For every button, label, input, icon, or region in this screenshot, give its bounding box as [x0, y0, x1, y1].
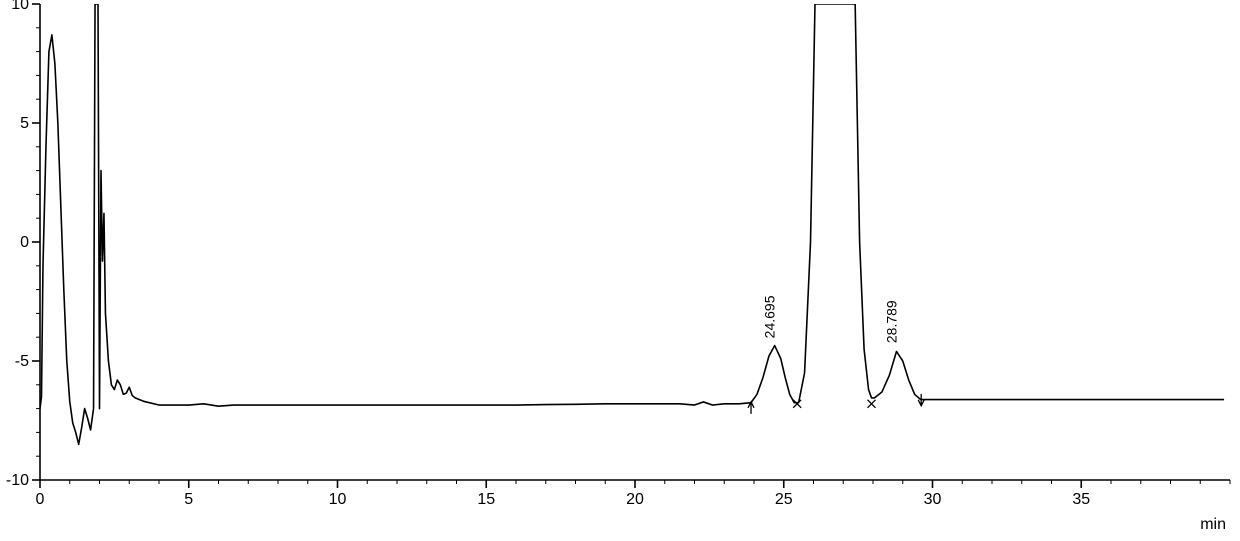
- x-tick-label: 15: [477, 491, 495, 508]
- integration-split-marker: [868, 400, 876, 408]
- x-tick-label: 20: [626, 491, 644, 508]
- integration-split-marker: [793, 400, 801, 408]
- x-tick-label: 35: [1072, 491, 1090, 508]
- x-tick-label: 5: [184, 491, 193, 508]
- y-tick-label: 0: [20, 234, 29, 251]
- y-tick-label: 5: [20, 115, 29, 132]
- chromatogram-container: -10-5051005101520253035min24.69526.71928…: [0, 0, 1240, 541]
- chromatogram-trace: [40, 4, 1224, 444]
- chromatogram-svg: -10-5051005101520253035min24.69526.71928…: [0, 0, 1240, 541]
- x-axis-label: min: [1200, 516, 1226, 533]
- x-tick-label: 10: [329, 491, 347, 508]
- y-tick-label: -10: [6, 472, 29, 489]
- peak-label: 24.695: [762, 295, 778, 338]
- x-tick-label: 0: [36, 491, 45, 508]
- x-tick-label: 30: [924, 491, 942, 508]
- y-tick-label: 10: [11, 0, 29, 13]
- y-tick-label: -5: [15, 353, 29, 370]
- x-tick-label: 25: [775, 491, 793, 508]
- peak-label: 28.789: [883, 300, 899, 343]
